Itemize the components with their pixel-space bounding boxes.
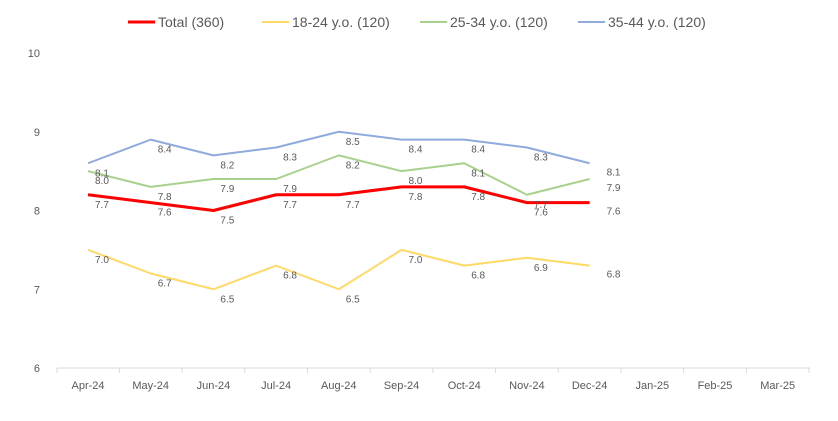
y-tick-label: 8 <box>34 206 40 218</box>
y-axis: 6 7 8 9 10 <box>28 48 40 375</box>
data-label: 7.7 <box>95 200 109 211</box>
y-tick-label: 9 <box>34 127 40 139</box>
series-line-0 <box>87 185 590 212</box>
series-lines <box>87 130 590 291</box>
data-label: 7.8 <box>409 192 423 203</box>
legend-label: 18-24 y.o. (120) <box>292 14 390 30</box>
data-label: 7.8 <box>471 192 485 203</box>
data-label: 6.5 <box>346 294 360 305</box>
x-tick-label: Nov-24 <box>509 380 544 392</box>
data-labels: 7.77.67.57.7 7.77.8 7.87.6 7.67.06.76.56.86… <box>95 137 621 306</box>
data-label: 8.2 <box>346 160 360 171</box>
data-label: 8.1 <box>607 167 621 178</box>
x-axis: Apr-24 May-24 Jun-24 Jul-24 Aug-24 Sep-24 Oct-… <box>56 367 810 392</box>
series-line-1 <box>87 248 590 291</box>
data-label: 8.0 <box>409 176 423 187</box>
legend-item-3[interactable]: 35-44 y.o. (120) <box>578 14 706 30</box>
data-label: 7.6 <box>534 208 548 219</box>
series-line-2 <box>87 154 590 196</box>
data-label: 7.9 <box>220 184 234 195</box>
data-label: 8.4 <box>471 145 485 156</box>
data-label: 7.9 <box>607 183 621 194</box>
x-tick-label: Dec-24 <box>572 380 607 392</box>
legend-label: 25-34 y.o. (120) <box>450 14 548 30</box>
data-label: 6.8 <box>283 271 297 282</box>
x-tick-label: Jun-24 <box>197 380 231 392</box>
data-label: 7.7 <box>346 200 360 211</box>
series-line-3 <box>87 130 590 165</box>
data-label: 8.4 <box>409 145 423 156</box>
data-label: 7.6 <box>607 207 621 218</box>
data-label: 7.5 <box>220 216 234 227</box>
legend-item-2[interactable]: 25-34 y.o. (120) <box>420 14 548 30</box>
legend-item-1[interactable]: 18-24 y.o. (120) <box>262 14 390 30</box>
data-label: 6.5 <box>220 294 234 305</box>
data-label: 8.0 <box>95 176 109 187</box>
data-label: 6.7 <box>158 279 172 290</box>
data-label: 6.8 <box>607 270 621 281</box>
y-tick-label: 10 <box>28 48 40 60</box>
data-label: 7.9 <box>283 184 297 195</box>
data-label: 8.1 <box>95 168 109 179</box>
data-label: 7.0 <box>409 255 423 266</box>
data-label: 7.0 <box>95 255 109 266</box>
legend-label: 35-44 y.o. (120) <box>608 14 706 30</box>
x-tick-label: Sep-24 <box>384 380 419 392</box>
x-tick-label: Mar-25 <box>760 380 795 392</box>
data-label: 7.8 <box>158 192 172 203</box>
data-label: 7.6 <box>158 208 172 219</box>
data-label: 8.5 <box>346 137 360 148</box>
x-tick-label: Aug-24 <box>321 380 356 392</box>
data-label: 7.7 <box>534 200 548 211</box>
data-label: 8.2 <box>220 160 234 171</box>
x-tick-label: Oct-24 <box>448 380 481 392</box>
data-label: 6.8 <box>471 271 485 282</box>
x-tick-label: Jul-24 <box>261 380 291 392</box>
legend-item-0[interactable]: Total (360) <box>128 14 224 30</box>
data-label: 8.1 <box>471 168 485 179</box>
legend-label: Total (360) <box>158 14 224 30</box>
legend: Total (360) 18-24 y.o. (120) 25-34 y.o. (1… <box>128 14 706 30</box>
x-tick-label: Feb-25 <box>698 380 733 392</box>
x-tick-label: Apr-24 <box>71 380 104 392</box>
data-label: 8.4 <box>158 145 172 156</box>
x-tick-label: Jan-25 <box>635 380 669 392</box>
data-label: 8.3 <box>283 153 297 164</box>
y-tick-label: 7 <box>34 284 40 296</box>
data-label: 8.3 <box>534 153 548 164</box>
x-tick-label: May-24 <box>132 380 169 392</box>
data-label: 7.7 <box>283 200 297 211</box>
y-tick-label: 6 <box>34 363 40 375</box>
data-label: 6.9 <box>534 263 548 274</box>
